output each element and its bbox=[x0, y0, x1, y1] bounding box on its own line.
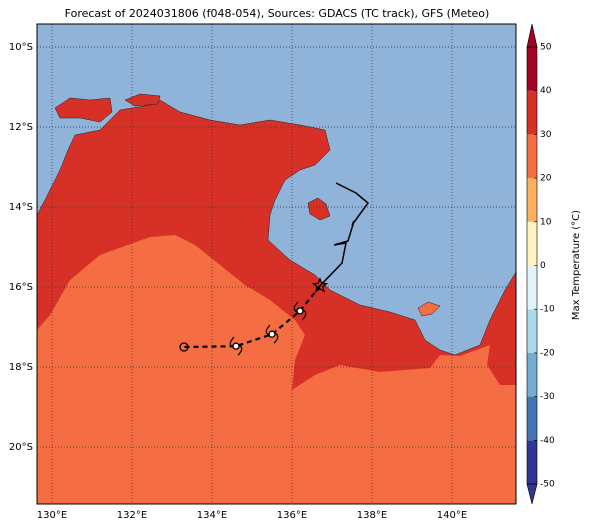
cyclone-symbol bbox=[293, 301, 307, 321]
colorbar-segment bbox=[527, 440, 537, 484]
grid bbox=[37, 24, 516, 504]
colorbar-extend-bottom bbox=[526, 483, 538, 505]
x-tick-label: 134°E bbox=[197, 510, 227, 521]
colorbar-tick-label: -30 bbox=[540, 392, 555, 402]
y-tick-label: 12°S bbox=[9, 122, 33, 133]
island bbox=[417, 301, 441, 317]
colorbar-tick-label: 10 bbox=[540, 217, 552, 227]
track-point bbox=[179, 342, 189, 352]
colorbar-tick-label: 50 bbox=[540, 43, 552, 53]
colorbar-tick-label: -50 bbox=[540, 480, 555, 490]
land-orange bbox=[37, 235, 516, 504]
track bbox=[179, 182, 370, 356]
track-point bbox=[296, 307, 304, 315]
current-position bbox=[311, 277, 329, 293]
colorbar-tick-label: 40 bbox=[540, 86, 552, 96]
colorbar-segment bbox=[527, 90, 537, 135]
colorbar-tick-label: -10 bbox=[540, 305, 555, 315]
y-tick-label: 10°S bbox=[9, 42, 33, 53]
title: Forecast of 2024031806 (f048-054), Sourc… bbox=[65, 7, 490, 20]
y-tick-label: 14°S bbox=[9, 202, 33, 213]
colorbar-tick-label: -40 bbox=[540, 436, 555, 446]
colorbar-segment bbox=[527, 396, 537, 441]
colorbar-segment bbox=[527, 221, 537, 266]
colorbar-segment bbox=[527, 309, 537, 353]
map-frame bbox=[36, 23, 517, 505]
colorbar-segment bbox=[527, 134, 537, 179]
y-tick-label: 18°S bbox=[9, 362, 33, 373]
colorbar-segment bbox=[527, 352, 537, 397]
y-tick-label: 16°S bbox=[9, 282, 33, 293]
land bbox=[37, 93, 516, 504]
track-point bbox=[268, 330, 276, 338]
island bbox=[54, 97, 113, 123]
observed-track bbox=[319, 182, 370, 287]
y-tick-label: 20°S bbox=[9, 442, 33, 453]
cyclone-symbol bbox=[229, 336, 243, 356]
colorbar-label: Max Temperature (°C) bbox=[571, 210, 582, 320]
x-tick-label: 136°E bbox=[277, 510, 307, 521]
colorbar-tick-label: 0 bbox=[540, 261, 546, 271]
island bbox=[307, 197, 331, 221]
island bbox=[124, 93, 161, 107]
colorbar: -50 -40 -30 -20 -10 0 10 20 30 40 50 bbox=[526, 23, 555, 505]
colorbar-tick-label: 20 bbox=[540, 174, 552, 184]
colorbar-tick-label: -20 bbox=[540, 348, 555, 358]
colorbar-segment bbox=[527, 265, 537, 310]
x-tick-label: 140°E bbox=[437, 510, 467, 521]
colorbar-tick-label: 30 bbox=[540, 130, 552, 140]
colorbar-extend-top bbox=[526, 23, 538, 48]
track-point bbox=[232, 342, 240, 350]
cyclone-symbol bbox=[265, 324, 279, 344]
forecast-track bbox=[183, 285, 321, 349]
x-tick-label: 130°E bbox=[37, 510, 67, 521]
colorbar-segment bbox=[527, 178, 537, 222]
x-tick-label: 132°E bbox=[117, 510, 147, 521]
colorbar-segment bbox=[527, 47, 537, 91]
x-tick-label: 138°E bbox=[357, 510, 387, 521]
